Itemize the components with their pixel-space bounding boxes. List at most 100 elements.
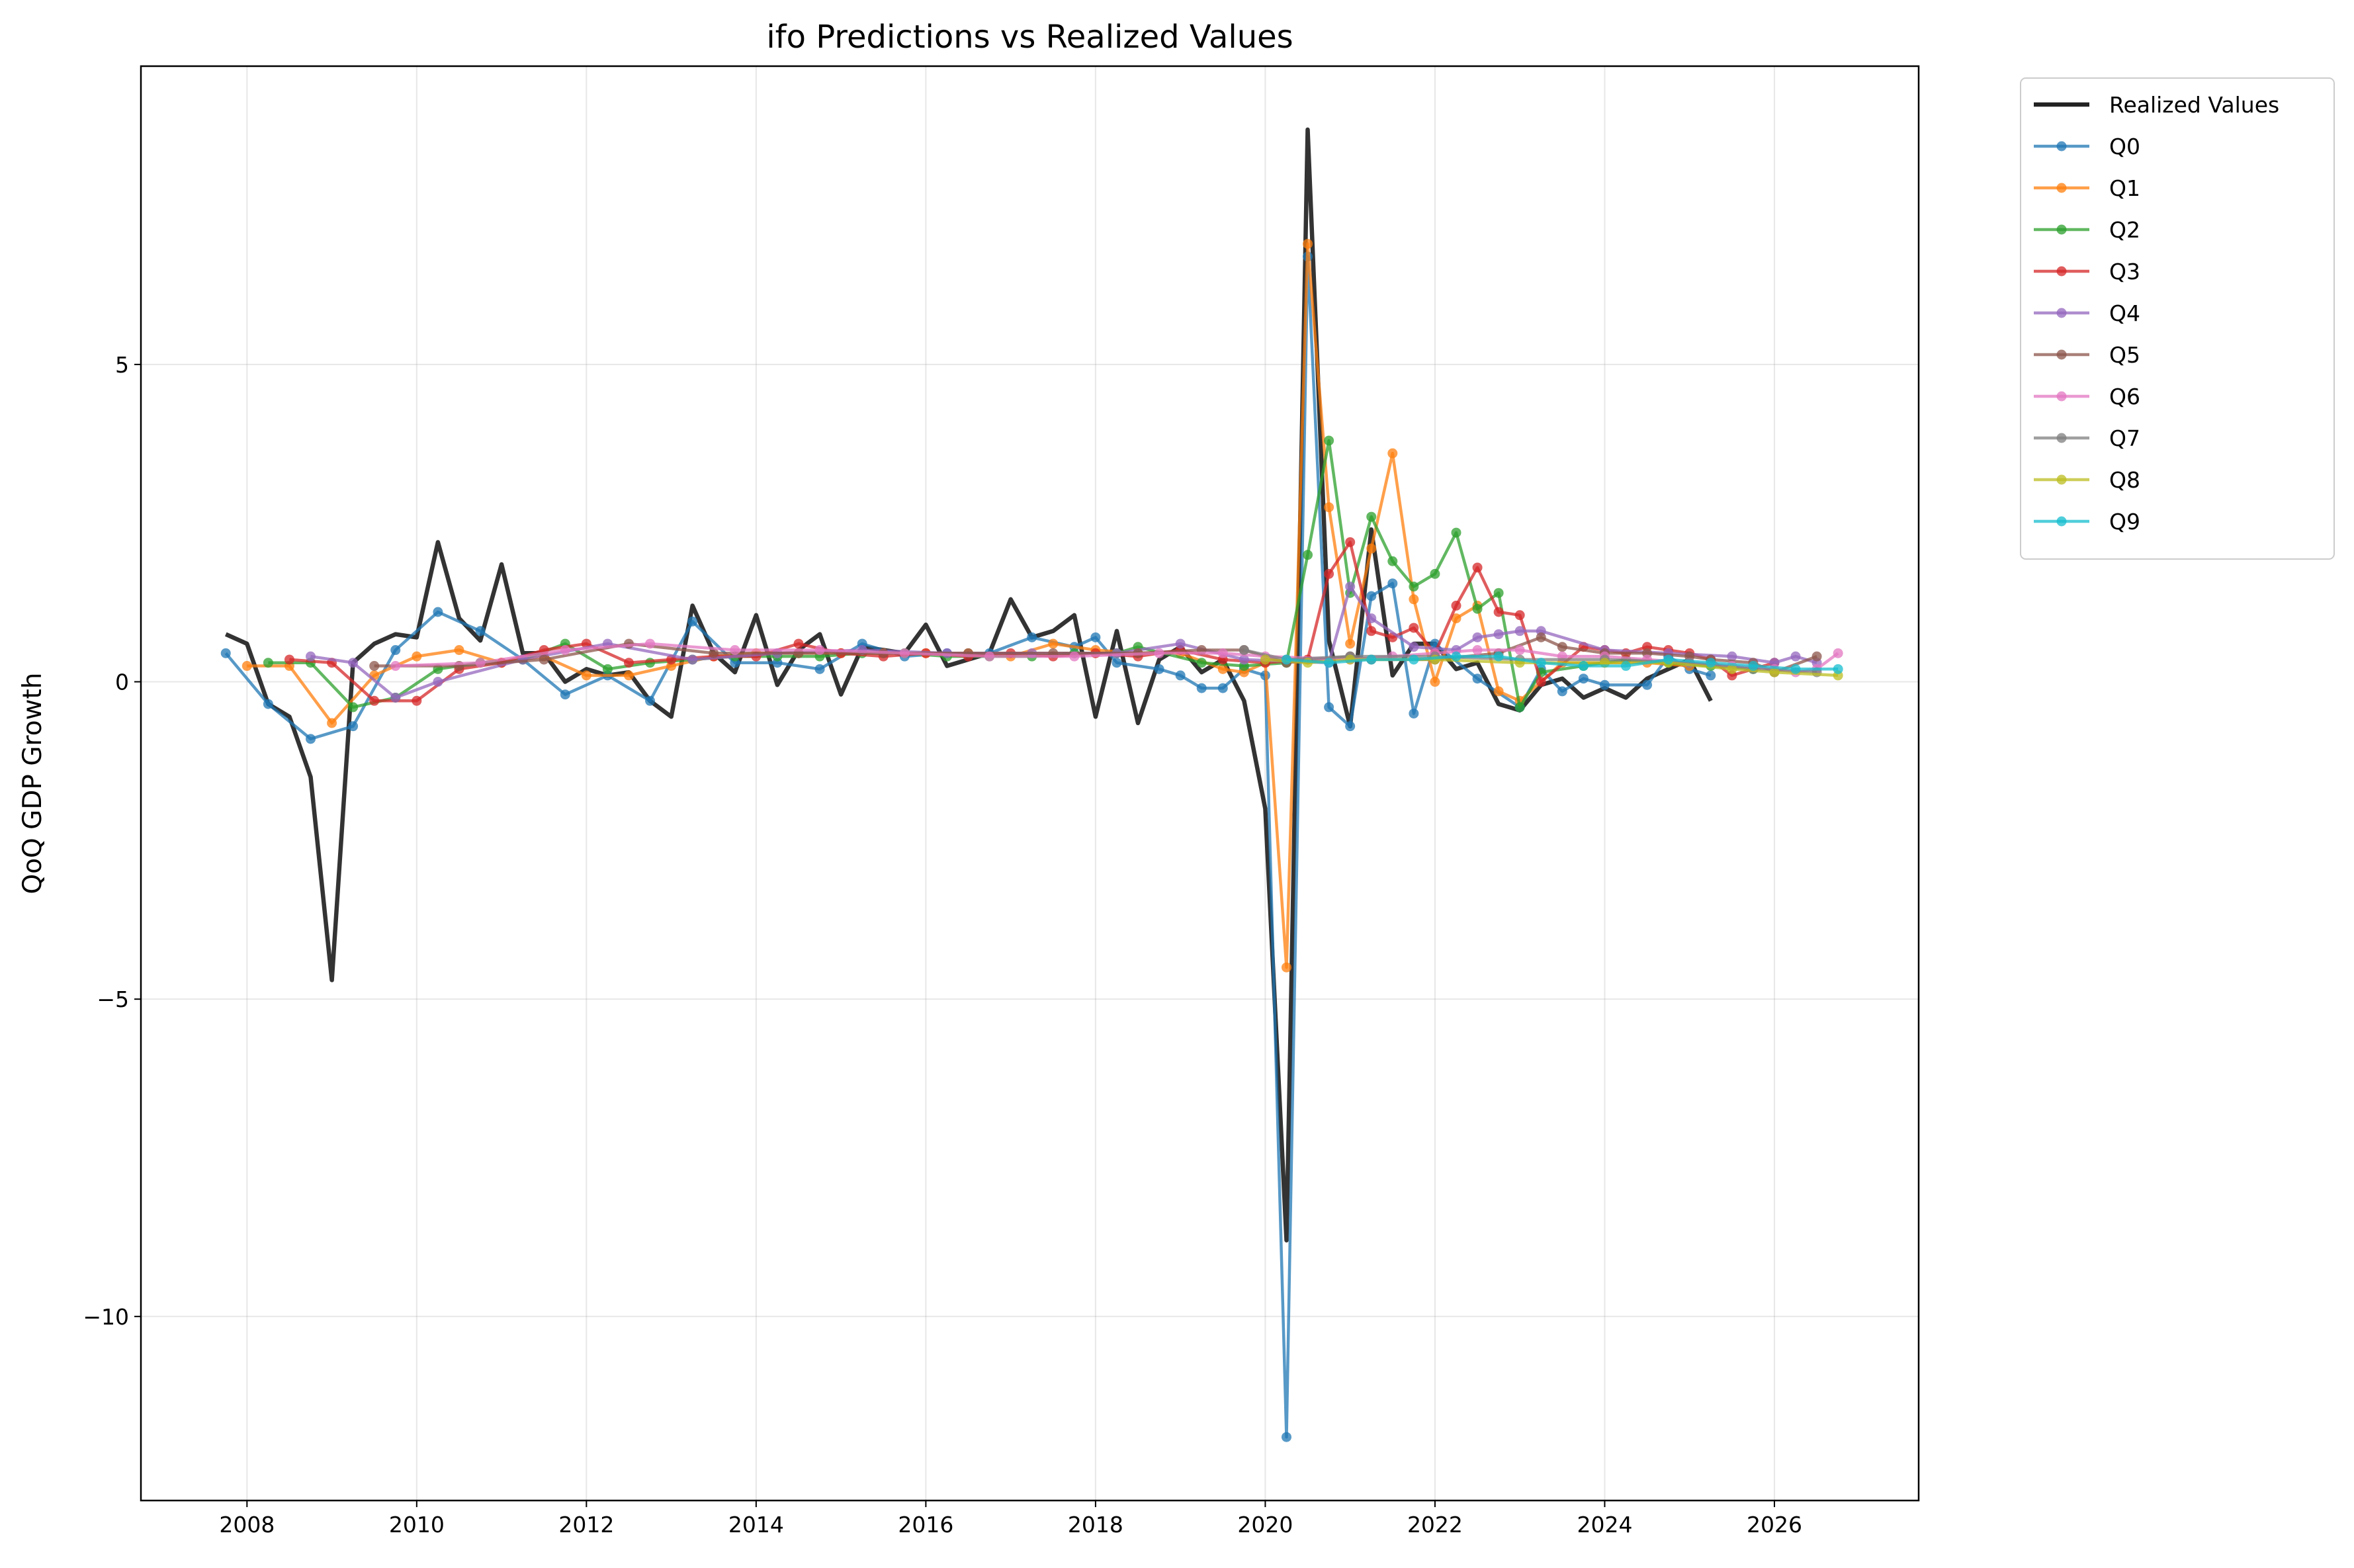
data-point xyxy=(1366,613,1377,624)
data-point xyxy=(1366,654,1377,665)
data-point xyxy=(1536,632,1546,642)
data-point xyxy=(1345,638,1356,649)
data-point xyxy=(1493,629,1504,640)
data-point xyxy=(1621,661,1632,672)
data-point xyxy=(412,695,422,706)
data-point xyxy=(1514,626,1525,636)
data-point xyxy=(1217,648,1228,658)
legend-label: Q8 xyxy=(2109,467,2140,493)
legend-entry: Q3 xyxy=(2034,259,2140,284)
data-point xyxy=(1366,511,1377,522)
data-point xyxy=(306,734,316,744)
data-point xyxy=(645,638,656,649)
x-tick-label: 2008 xyxy=(219,1512,275,1538)
data-point xyxy=(1642,679,1653,690)
data-point xyxy=(984,651,995,662)
data-point xyxy=(1366,591,1377,601)
data-point xyxy=(1451,600,1461,611)
data-point xyxy=(1387,448,1398,458)
data-point xyxy=(1472,603,1483,614)
data-point xyxy=(1430,568,1440,579)
y-tick-label: −5 xyxy=(97,986,129,1012)
legend-label: Realized Values xyxy=(2109,92,2279,118)
plot-series xyxy=(220,127,1843,1442)
data-point xyxy=(1514,645,1525,656)
data-point xyxy=(390,645,401,656)
data-point xyxy=(1472,562,1483,573)
grid xyxy=(141,66,1919,1501)
data-point xyxy=(263,658,273,668)
data-point xyxy=(560,689,570,700)
x-tick-label: 2018 xyxy=(1068,1512,1123,1538)
data-point xyxy=(581,670,591,681)
data-point xyxy=(1536,677,1546,687)
data-point xyxy=(475,626,486,636)
x-tick-label: 2010 xyxy=(389,1512,445,1538)
data-point xyxy=(1493,588,1504,598)
data-point xyxy=(793,638,804,649)
data-point xyxy=(1387,578,1398,589)
data-point xyxy=(263,699,273,709)
data-point xyxy=(475,658,486,668)
data-point xyxy=(1833,648,1843,658)
legend: Realized Values Q0 Q1 Q2 Q3 Q4 Q5 Q6 Q7 Q8 Q9 xyxy=(2020,77,2335,560)
data-point xyxy=(1578,674,1589,684)
data-point xyxy=(348,658,359,668)
data-point xyxy=(1196,683,1207,693)
data-point xyxy=(1217,683,1228,693)
legend-marker xyxy=(2056,433,2067,443)
data-point xyxy=(899,648,910,658)
data-point xyxy=(1493,607,1504,617)
data-point xyxy=(1472,645,1483,656)
series-q9 xyxy=(1281,651,1843,674)
data-point xyxy=(1430,677,1440,687)
data-point xyxy=(1366,543,1377,554)
legend-marker xyxy=(2056,266,2067,277)
x-tick-label: 2016 xyxy=(898,1512,953,1538)
data-point xyxy=(1366,626,1377,636)
x-tick-label: 2014 xyxy=(728,1512,784,1538)
data-point xyxy=(1790,664,1801,674)
legend-label: Q4 xyxy=(2109,300,2140,326)
data-point xyxy=(687,654,698,665)
x-tick-label: 2022 xyxy=(1407,1512,1463,1538)
data-point xyxy=(241,661,252,672)
y-axis-label: QoQ GDP Growth xyxy=(18,673,48,894)
data-point xyxy=(454,645,464,656)
legend-entry: Q1 xyxy=(2034,175,2140,201)
data-point xyxy=(709,648,719,658)
data-point xyxy=(1239,654,1249,665)
data-point xyxy=(1303,550,1313,560)
y-tick-label: −10 xyxy=(83,1304,129,1330)
data-point xyxy=(1493,651,1504,662)
data-point xyxy=(560,645,570,656)
data-point xyxy=(1112,658,1122,668)
legend-marker xyxy=(2056,224,2067,235)
data-point xyxy=(1324,502,1334,513)
data-point xyxy=(814,645,825,656)
data-point xyxy=(369,661,380,672)
legend-label: Q0 xyxy=(2109,134,2140,159)
data-point xyxy=(1472,632,1483,642)
series-line xyxy=(1286,654,1839,671)
data-point xyxy=(1409,594,1419,605)
legend-entry: Realized Values xyxy=(2034,92,2279,118)
data-point xyxy=(433,677,443,687)
data-point xyxy=(1599,679,1610,690)
data-point xyxy=(687,616,698,627)
data-point xyxy=(1154,664,1164,674)
data-point xyxy=(1472,674,1483,684)
data-point xyxy=(1706,658,1716,668)
data-point xyxy=(1409,582,1419,592)
data-point xyxy=(1239,645,1249,656)
data-point xyxy=(1048,638,1059,649)
legend-marker xyxy=(2056,349,2067,360)
data-point xyxy=(1748,661,1759,672)
data-point xyxy=(327,718,337,728)
data-point xyxy=(1217,664,1228,674)
data-point xyxy=(1303,239,1313,249)
data-point xyxy=(623,670,634,681)
data-point xyxy=(1196,658,1207,668)
data-point xyxy=(1451,651,1461,662)
